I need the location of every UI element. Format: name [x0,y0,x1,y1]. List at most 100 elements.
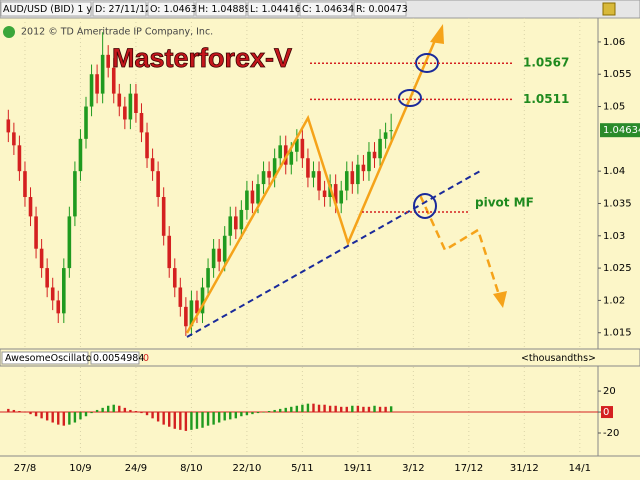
osc-units: <thousandths> [521,353,596,364]
candle-body [200,287,205,314]
candle-body [84,106,88,139]
candle-body [289,151,294,165]
osc-bar [73,412,77,423]
y-tick-label: 1.025 [603,263,632,274]
osc-bar [229,412,232,420]
candle-body [339,190,344,204]
header-cell [0,1,92,17]
osc-bar [201,412,204,428]
candle-body [372,151,377,159]
candle-body [344,171,349,191]
osc-bar [251,412,254,415]
x-tick-label: 3/12 [402,463,424,474]
candle-body [184,306,188,327]
osc-bar [57,412,60,425]
osc-bar [389,406,393,413]
candle-body [89,74,94,107]
osc-bar [62,412,66,426]
osc-bar [90,412,93,414]
pivot-label: pivot MF [475,196,534,210]
osc-bar [12,409,16,413]
header-text: H: 1.04889 [198,4,251,15]
osc-name: AwesomeOscillator [5,353,96,364]
y-tick-label: 1.02 [603,295,625,306]
candle-body [95,74,99,94]
candle-body [256,184,260,204]
candle-body [6,119,11,133]
header-icon [602,2,616,16]
forecast-arrow [493,291,507,308]
osc-bar [45,412,49,421]
candle-body [278,145,282,159]
osc-bar [323,404,326,413]
x-tick-label: 10/9 [69,463,91,474]
osc-bar [84,412,88,417]
y-tick-label: 1.06 [603,37,625,48]
candle-body [17,145,22,172]
candle-body [250,190,255,204]
info-icon [3,26,15,38]
candle-body [322,190,327,198]
candle-body [217,248,221,262]
x-tick-label: 19/11 [343,463,372,474]
osc-bar [345,406,348,413]
candle-body [167,235,172,269]
candle-body [378,138,382,159]
candle-body [367,151,371,172]
candle-body [189,300,194,327]
candle-body [128,93,133,120]
candle-body [272,158,277,178]
copyright: 2012 © TD Ameritrade IP Company, Inc. [21,27,213,38]
osc-bar [278,408,282,413]
osc-value: 0.0054984 [93,353,144,364]
chart-title: Masterforex-V [112,43,292,73]
osc-bar [267,411,271,413]
marks [6,32,393,431]
osc-name-box [1,351,89,365]
osc-bar [134,411,138,413]
osc-bar [123,407,127,413]
osc-bar [140,412,143,414]
header-cell [247,1,299,17]
osc-bar [212,412,215,425]
osc-bar [262,412,265,413]
osc-flag: 0 [143,353,149,364]
candle-body [67,216,72,269]
osc-bar [384,406,387,413]
candle-body [267,171,271,178]
candle-body [134,93,138,113]
header-cell [195,1,247,17]
osc-bar [151,412,154,419]
zero-tag [601,406,613,419]
circle [398,89,422,107]
forecast-path [418,194,502,299]
y2-tick-label: 20 [603,386,616,397]
candle-body [228,216,233,236]
candle-body [34,216,38,249]
y2-tick-label: 0 [603,407,609,418]
osc-bar [312,403,315,413]
candle-body [28,197,33,217]
osc-bar [317,404,321,413]
osc-bar [295,405,299,413]
osc-bar [301,404,304,413]
candle-body [78,138,83,172]
candle-body [39,248,44,269]
osc-bar [195,412,199,429]
x-tick-label: 31/12 [510,463,539,474]
candle-body [172,268,177,288]
osc-bar [23,412,27,413]
header-text: D: 27/11/12 [95,4,151,15]
osc-bar [378,406,382,413]
osc-bar [145,412,149,416]
osc-bar [362,406,365,413]
osc-bar [106,405,110,413]
y-tick-label: 1.03 [603,231,625,242]
candle-body [261,171,266,185]
osc-bar [334,405,337,413]
candle-body [389,130,393,132]
osc-bar [217,412,221,423]
osc-bar [118,405,121,413]
